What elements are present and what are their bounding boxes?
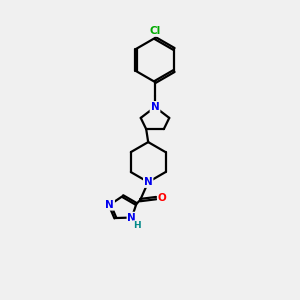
Text: O: O: [158, 193, 167, 203]
Text: N: N: [128, 212, 136, 223]
Text: N: N: [151, 102, 159, 112]
Text: N: N: [144, 177, 153, 187]
Text: N: N: [151, 102, 159, 112]
Text: Cl: Cl: [149, 26, 161, 36]
Text: H: H: [133, 221, 141, 230]
Text: N: N: [105, 200, 114, 210]
